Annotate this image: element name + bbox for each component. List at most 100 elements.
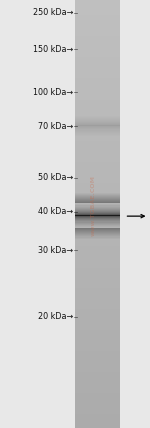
Bar [75,104,120,106]
Bar [75,222,120,223]
Bar [75,279,120,280]
Bar [75,258,120,259]
Bar [75,12,120,14]
Bar [75,383,120,385]
Bar [75,113,120,115]
Bar [75,175,120,176]
Bar [75,357,120,359]
Bar [75,316,120,318]
Bar [75,336,120,338]
Text: 100 kDa→: 100 kDa→ [33,87,74,97]
Bar [75,265,120,266]
Bar [75,122,120,124]
Bar [75,60,120,62]
Bar [75,406,120,407]
Bar [75,404,120,406]
Text: 150 kDa→: 150 kDa→ [33,45,74,54]
Bar [75,75,120,77]
Bar [75,25,120,27]
Bar [75,241,120,243]
Bar [75,195,120,197]
Bar [75,251,120,253]
Bar [75,74,120,75]
Bar [75,392,120,394]
Bar [75,5,120,6]
Bar [75,102,120,104]
Bar [75,134,120,135]
Bar [75,46,120,47]
Bar [75,344,120,346]
Bar [75,214,120,215]
Bar [75,34,120,36]
Bar [75,422,120,424]
Bar [75,0,120,2]
Bar [75,315,120,317]
Bar [75,91,120,92]
Bar [75,50,120,51]
Bar [75,97,120,98]
Bar [75,277,120,278]
Bar [75,49,120,51]
Bar [75,389,120,390]
Bar [75,27,120,29]
Bar [75,70,120,72]
Bar [75,410,120,412]
Bar [75,297,120,299]
Bar [75,189,120,190]
Bar [75,301,120,303]
Bar [75,208,120,210]
Bar [75,342,120,343]
Bar [75,351,120,352]
Bar [75,295,120,297]
Bar [75,144,120,146]
Bar [75,0,120,1]
Bar [75,275,120,276]
Bar [75,266,120,268]
Bar [75,71,120,73]
Bar [75,408,120,410]
Bar [75,386,120,387]
Bar [75,405,120,407]
Bar [75,418,120,419]
Bar [75,348,120,350]
Bar [75,116,120,118]
Bar [75,216,120,217]
Bar [75,390,120,392]
Bar [75,383,120,384]
Bar [75,329,120,330]
Bar [75,112,120,113]
Bar [75,23,120,25]
Text: 70 kDa→: 70 kDa→ [38,122,74,131]
Bar [75,284,120,286]
Bar [75,32,120,33]
Bar [75,106,120,107]
Bar [75,246,120,247]
Bar [75,341,120,342]
Bar [75,183,120,184]
Bar [75,235,120,236]
Bar [75,149,120,150]
Bar [75,139,120,140]
Bar [75,173,120,175]
Bar [75,276,120,277]
Bar [75,211,120,212]
Bar [75,140,120,141]
Bar [75,39,120,41]
Bar [75,19,120,20]
Bar [75,96,120,98]
Bar [75,369,120,370]
Bar [75,47,120,48]
Bar [75,233,120,235]
Bar [75,191,120,193]
Text: 50 kDa→: 50 kDa→ [38,173,74,182]
Bar [75,27,120,28]
Bar [75,294,120,295]
Bar [75,169,120,171]
Bar [75,332,120,334]
Bar [75,239,120,241]
Bar [75,340,120,342]
Bar [75,114,120,116]
Bar [75,308,120,309]
Bar [75,395,120,396]
Bar [75,380,120,382]
